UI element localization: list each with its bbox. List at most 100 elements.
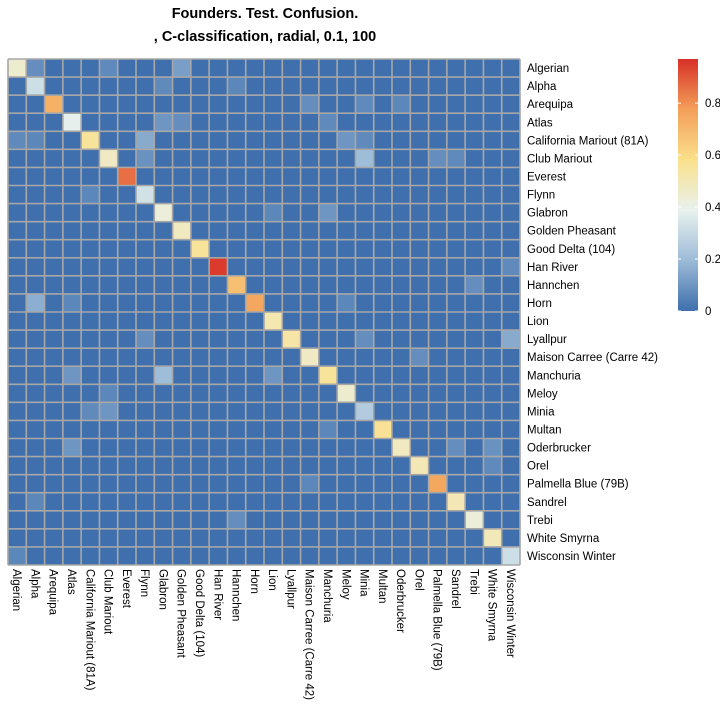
column-label: Minia xyxy=(358,569,370,597)
heatmap-cell xyxy=(373,330,393,349)
heatmap-cell xyxy=(264,167,283,186)
heatmap-cell xyxy=(392,113,411,132)
heatmap-cell xyxy=(62,221,82,241)
heatmap-cell xyxy=(264,420,283,439)
heatmap-cell xyxy=(117,167,137,186)
heatmap-cell xyxy=(300,546,320,566)
heatmap-cell xyxy=(117,420,137,439)
heatmap-cell xyxy=(355,185,375,204)
heatmap-cell xyxy=(483,330,503,349)
heatmap-cell xyxy=(337,59,356,78)
heatmap-cell xyxy=(428,438,448,457)
column-label: Arequipa xyxy=(47,569,59,616)
heatmap-cell xyxy=(227,528,247,548)
heatmap-cell xyxy=(136,348,155,367)
heatmap-cell xyxy=(136,113,155,132)
heatmap-cell xyxy=(26,167,45,186)
heatmap-cell xyxy=(81,528,100,548)
heatmap-cell xyxy=(44,384,64,403)
heatmap-cell xyxy=(8,330,27,349)
column-label: Everest xyxy=(120,569,132,609)
heatmap-cell xyxy=(282,330,301,349)
column-label: Good Delta (104) xyxy=(193,569,205,657)
heatmap-cell xyxy=(300,149,320,168)
heatmap-cell xyxy=(227,275,247,295)
heatmap-cell xyxy=(172,330,192,349)
heatmap-cell xyxy=(392,348,411,367)
heatmap-cell xyxy=(282,167,301,186)
heatmap-cell xyxy=(8,510,27,530)
heatmap-cell xyxy=(465,456,484,475)
heatmap-cell xyxy=(373,312,393,331)
heatmap-cell xyxy=(337,221,356,241)
heatmap-cell xyxy=(209,113,228,132)
heatmap-cell xyxy=(282,456,301,475)
heatmap-cell xyxy=(501,239,521,259)
heatmap-cell xyxy=(209,456,228,475)
heatmap-cell xyxy=(26,203,45,222)
heatmap-cell xyxy=(172,438,192,457)
row-label: Everest xyxy=(527,171,567,183)
heatmap-cell xyxy=(227,221,247,241)
heatmap-cell xyxy=(245,275,265,295)
heatmap-cell xyxy=(154,510,173,530)
heatmap-cell xyxy=(373,131,393,150)
heatmap-cell xyxy=(483,528,503,548)
heatmap-grid xyxy=(7,58,521,566)
heatmap-cell xyxy=(154,167,173,186)
row-label: Multan xyxy=(527,424,562,436)
heatmap-cell xyxy=(300,312,320,331)
heatmap-cell xyxy=(190,95,210,114)
heatmap-cell xyxy=(26,185,45,204)
heatmap-cell xyxy=(190,149,210,168)
heatmap-cell xyxy=(501,167,521,186)
heatmap-cell xyxy=(373,528,393,548)
heatmap-cell xyxy=(337,456,356,475)
heatmap-cell xyxy=(355,131,375,150)
heatmap-cell xyxy=(81,348,100,367)
heatmap-cell xyxy=(428,239,448,259)
heatmap-cell xyxy=(428,330,448,349)
heatmap-cell xyxy=(446,348,466,367)
heatmap-cell xyxy=(446,95,466,114)
heatmap-cell xyxy=(81,510,100,530)
heatmap-cell xyxy=(355,330,375,349)
heatmap-cell xyxy=(446,474,466,494)
heatmap-cell xyxy=(245,420,265,439)
heatmap-cell xyxy=(26,113,45,132)
heatmap-cell xyxy=(8,149,27,168)
heatmap-cell xyxy=(227,167,247,186)
heatmap-cell xyxy=(117,402,137,421)
heatmap-cell xyxy=(446,149,466,168)
heatmap-cell xyxy=(154,420,173,439)
heatmap-cell xyxy=(264,528,283,548)
heatmap-cell xyxy=(44,149,64,168)
heatmap-cell xyxy=(410,257,429,277)
heatmap-cell xyxy=(26,348,45,367)
heatmap-cell xyxy=(154,293,173,313)
heatmap-cell xyxy=(318,185,338,204)
row-label: Club Mariout xyxy=(527,153,593,165)
heatmap-cell xyxy=(81,384,100,403)
heatmap-cell xyxy=(172,203,192,222)
heatmap-cell xyxy=(227,420,247,439)
heatmap-cell xyxy=(99,492,119,512)
heatmap-cell xyxy=(446,438,466,457)
heatmap-cell xyxy=(501,312,521,331)
heatmap-cell xyxy=(81,59,100,78)
heatmap-cell xyxy=(117,510,137,530)
heatmap-cell xyxy=(465,330,484,349)
heatmap-cell xyxy=(227,474,247,494)
heatmap-cell xyxy=(209,492,228,512)
heatmap-cell xyxy=(99,474,119,494)
heatmap-cell xyxy=(465,420,484,439)
heatmap-cell xyxy=(318,149,338,168)
colorbar-tick-label: 0.4 xyxy=(705,202,720,214)
row-label: Palmella Blue (79B) xyxy=(527,479,629,491)
heatmap-cell xyxy=(245,221,265,241)
row-label: Wisconsin Winter xyxy=(527,551,616,563)
heatmap-cell xyxy=(190,366,210,385)
heatmap-cell xyxy=(136,312,155,331)
heatmap-cell xyxy=(136,528,155,548)
heatmap-cell xyxy=(318,546,338,566)
